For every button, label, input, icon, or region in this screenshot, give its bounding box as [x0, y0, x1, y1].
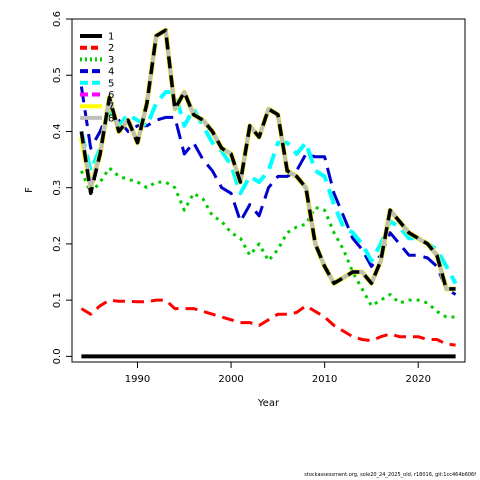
- x-tick-label: 1990: [125, 374, 150, 385]
- y-tick-label: 0.1: [52, 292, 63, 308]
- series-line-4: [79, 86, 457, 296]
- y-tick-label: 0.3: [52, 180, 63, 196]
- y-tick-label: 0.5: [52, 67, 63, 83]
- x-tick-label: 2000: [218, 374, 243, 385]
- x-tick-label: 2020: [405, 374, 430, 385]
- legend-label: 1: [108, 32, 114, 43]
- legend-label: 6: [108, 90, 114, 101]
- series-layer: [78, 27, 458, 359]
- y-tick-label: 0.2: [52, 236, 63, 252]
- y-tick-label: 0.0: [52, 348, 63, 364]
- y-axis: 0.0 0.1 0.2 0.3 0.4 0.5 0.6: [52, 11, 73, 364]
- legend-label: 3: [108, 55, 114, 66]
- series-line-7: [78, 27, 456, 292]
- x-axis-label: Year: [257, 398, 280, 409]
- series-line-2: [80, 298, 456, 347]
- series-line-overlay: [79, 28, 456, 291]
- footer-source-text: stockassessment.org, sole20_24_2025_old,…: [304, 472, 476, 478]
- legend-label: 5: [108, 78, 114, 89]
- series-line-6: [79, 28, 456, 291]
- legend-label: 2: [108, 43, 114, 54]
- y-tick-label: 0.4: [52, 124, 63, 140]
- series-line-8: [79, 28, 456, 291]
- legend-label: 7: [108, 102, 114, 113]
- y-axis-label: F: [24, 187, 35, 193]
- legend-label: 8: [108, 113, 114, 124]
- y-tick-label: 0.6: [52, 11, 63, 27]
- x-axis: 1990 2000 2010 2020: [125, 361, 431, 385]
- legend-label: 4: [108, 67, 114, 78]
- x-tick-label: 2010: [312, 374, 337, 385]
